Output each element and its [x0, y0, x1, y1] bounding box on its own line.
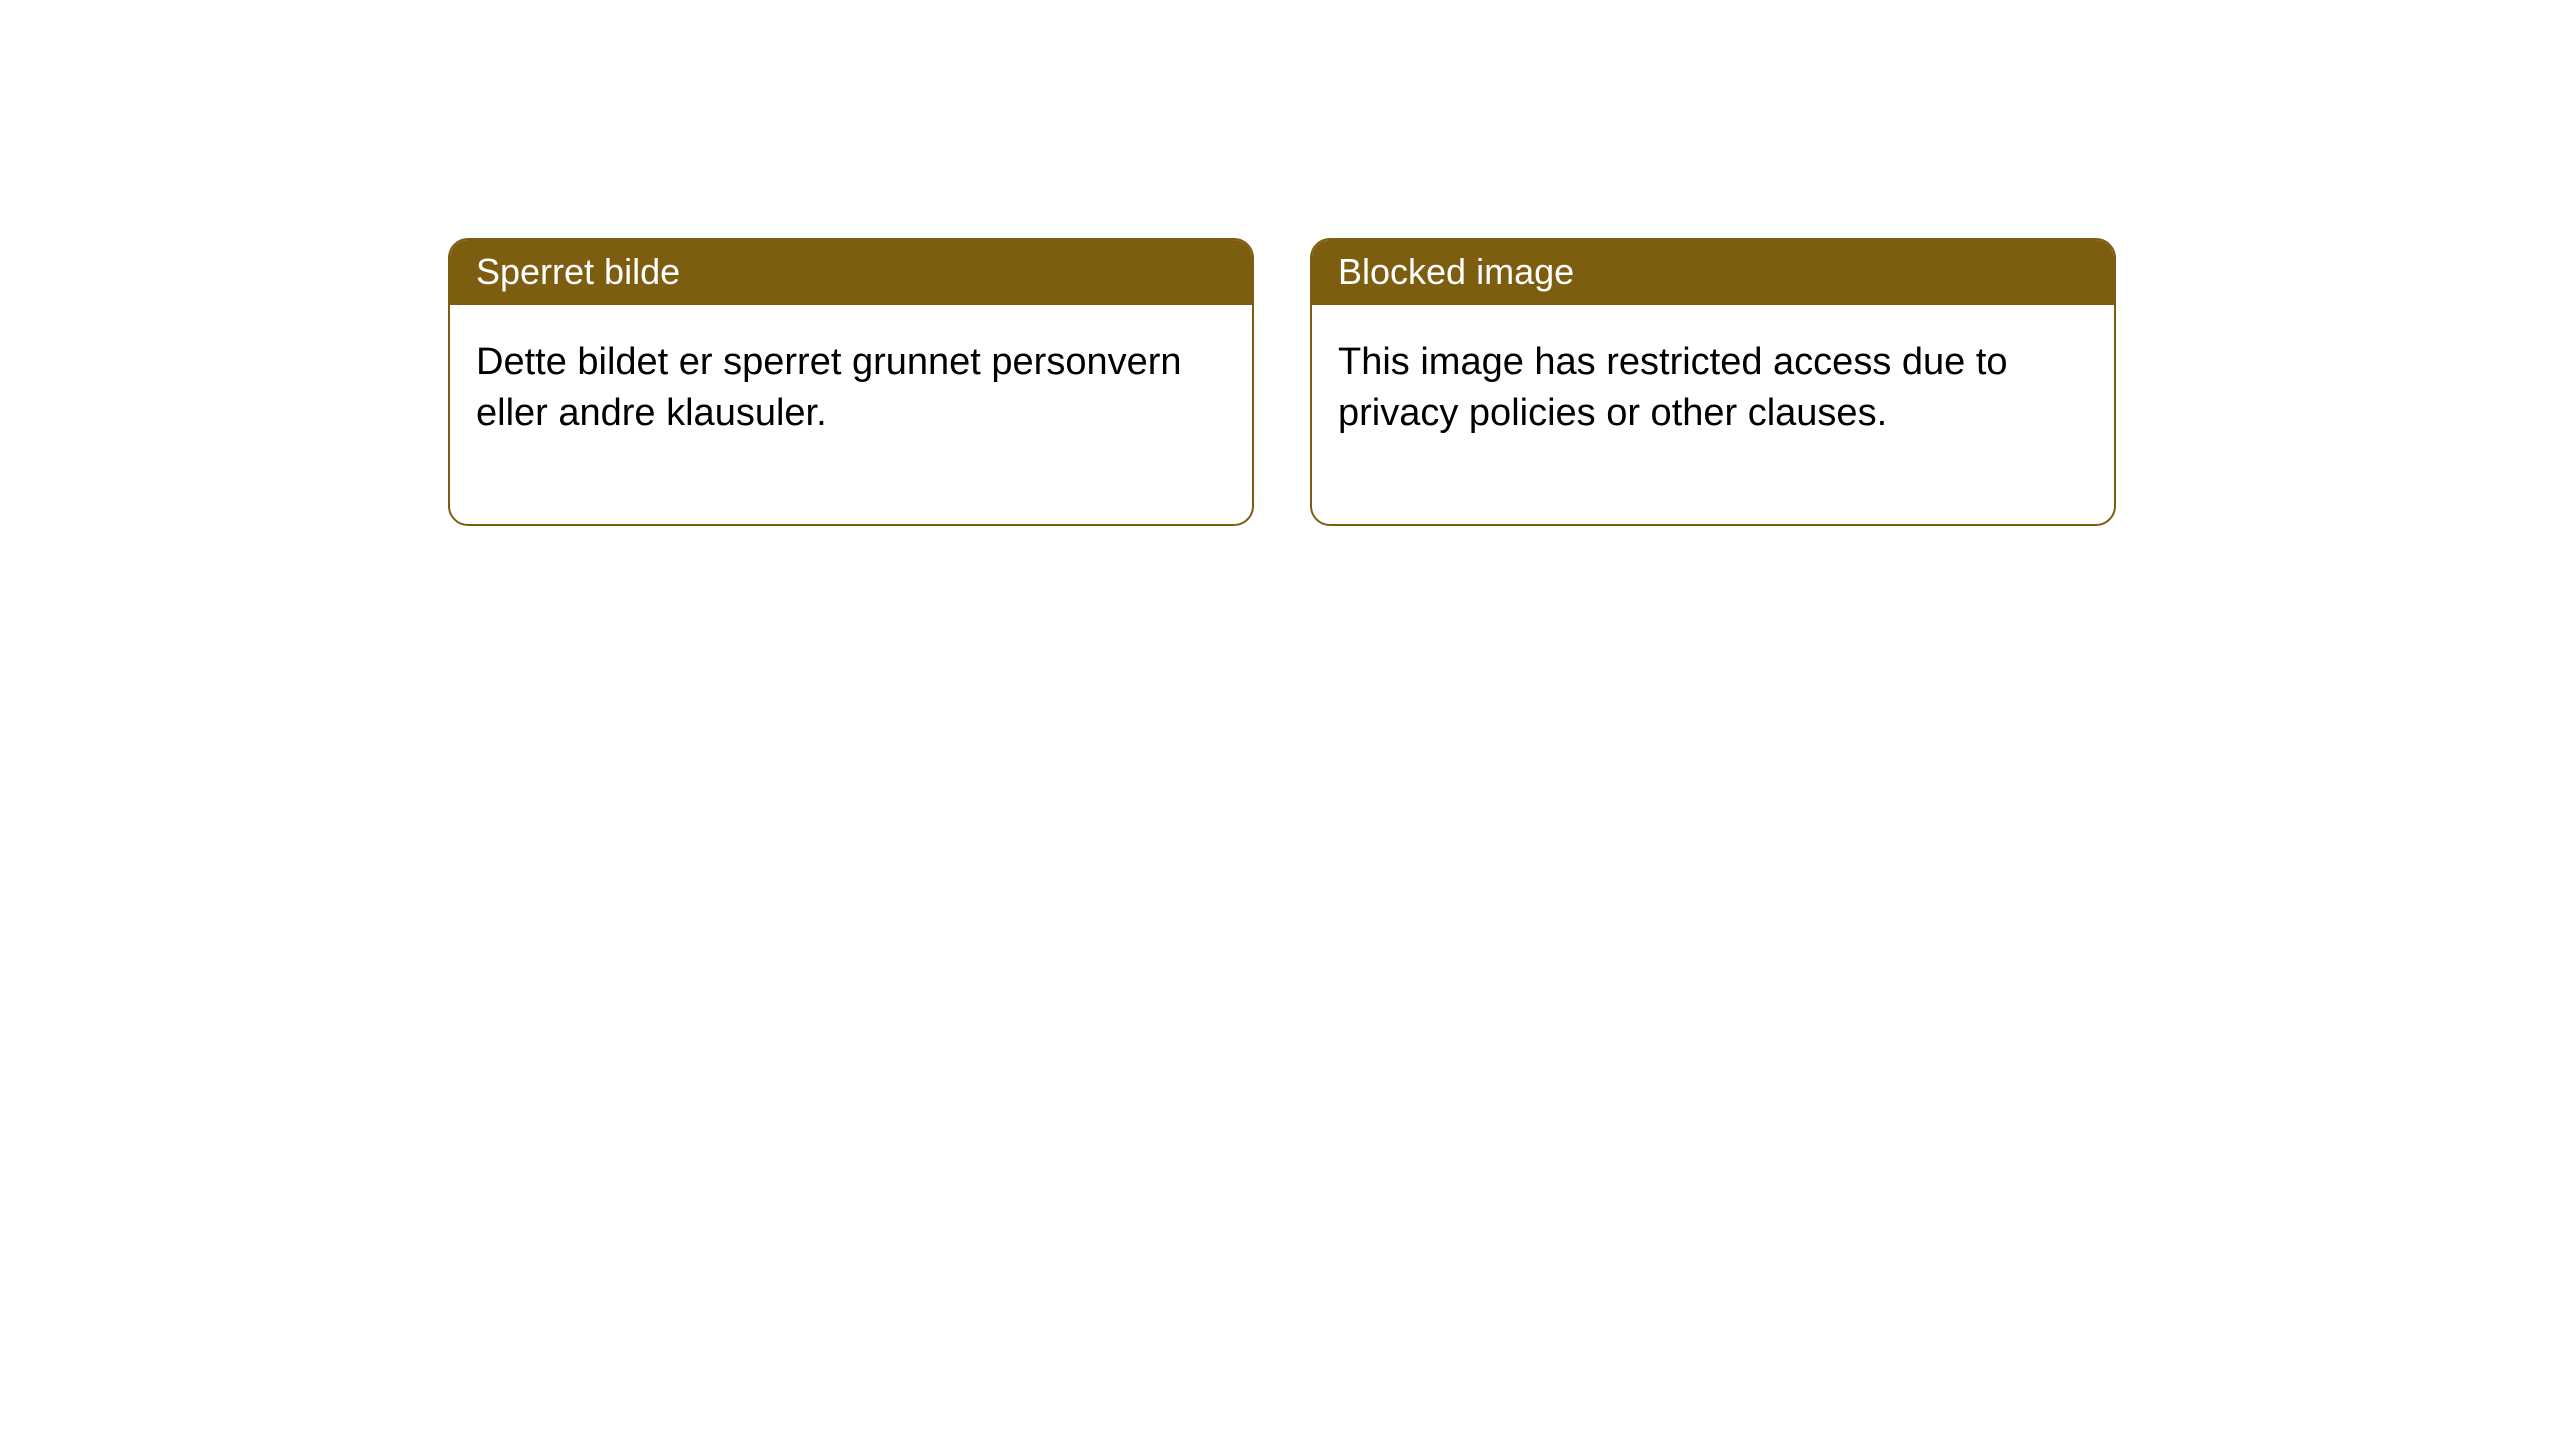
notice-header-norwegian: Sperret bilde: [450, 240, 1252, 305]
notice-header-english: Blocked image: [1312, 240, 2114, 305]
notice-card-norwegian: Sperret bilde Dette bildet er sperret gr…: [448, 238, 1254, 526]
notice-body-norwegian: Dette bildet er sperret grunnet personve…: [450, 305, 1252, 524]
notice-container: Sperret bilde Dette bildet er sperret gr…: [0, 0, 2560, 526]
notice-body-english: This image has restricted access due to …: [1312, 305, 2114, 524]
notice-card-english: Blocked image This image has restricted …: [1310, 238, 2116, 526]
